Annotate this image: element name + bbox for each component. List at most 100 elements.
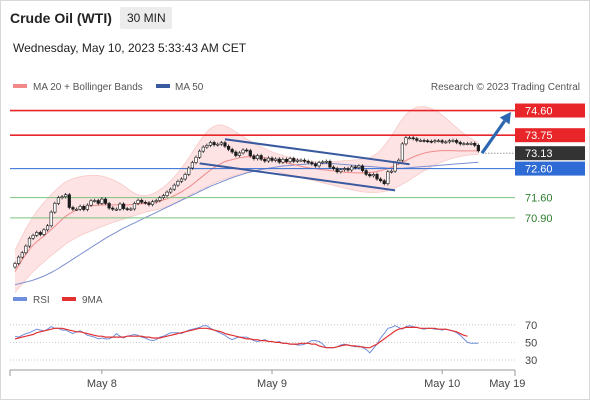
candle-body bbox=[223, 142, 227, 147]
candle-body bbox=[140, 199, 144, 203]
candle bbox=[259, 153, 263, 162]
candle-body bbox=[440, 140, 444, 143]
channel-lower-line bbox=[199, 162, 396, 192]
rsi-tick-label: 30 bbox=[525, 355, 537, 367]
candle bbox=[122, 202, 126, 211]
candle bbox=[154, 198, 158, 204]
candle-body bbox=[165, 191, 169, 196]
candle-body bbox=[42, 229, 46, 235]
candle bbox=[310, 160, 314, 166]
candle-body bbox=[219, 142, 223, 145]
candle-body bbox=[353, 166, 357, 169]
candle bbox=[386, 170, 390, 186]
candle-body bbox=[172, 184, 176, 190]
pivot-level-label: 72.60 bbox=[525, 164, 553, 176]
candle-body bbox=[93, 200, 97, 202]
candle bbox=[306, 159, 310, 165]
candle-body bbox=[447, 140, 452, 143]
candle-body bbox=[161, 195, 166, 198]
projection-arrow bbox=[480, 111, 511, 155]
candle-body bbox=[96, 200, 100, 204]
candle bbox=[350, 165, 354, 172]
ma20-legend-swatch bbox=[13, 84, 27, 88]
candle-body bbox=[386, 171, 390, 184]
candle bbox=[147, 201, 151, 207]
candle-body bbox=[404, 137, 408, 145]
candle bbox=[42, 228, 46, 237]
candle-body bbox=[407, 137, 412, 140]
candle bbox=[150, 199, 155, 207]
credit-text: Research © 2023 Trading Central bbox=[431, 82, 580, 93]
candle bbox=[187, 166, 191, 177]
candle bbox=[473, 141, 477, 148]
candle-body bbox=[154, 200, 158, 202]
candle-body bbox=[277, 158, 281, 163]
candle bbox=[324, 159, 328, 164]
candle bbox=[198, 149, 202, 159]
candle bbox=[404, 136, 408, 146]
candle bbox=[295, 158, 299, 164]
candle bbox=[93, 198, 97, 203]
candle bbox=[411, 136, 415, 141]
candle-body bbox=[13, 263, 17, 268]
rsi-legend-swatch bbox=[13, 297, 27, 301]
candle bbox=[440, 138, 444, 144]
candle bbox=[161, 193, 166, 200]
candle bbox=[458, 140, 462, 146]
candle bbox=[407, 136, 412, 140]
candle bbox=[179, 177, 184, 184]
candle bbox=[245, 148, 249, 153]
candle-body bbox=[241, 149, 245, 154]
candle bbox=[169, 187, 173, 194]
candle-body bbox=[35, 232, 39, 236]
candle-body bbox=[433, 140, 437, 143]
candle-body bbox=[284, 158, 289, 162]
bollinger-band-area bbox=[15, 106, 479, 293]
resistance-level-badge bbox=[515, 103, 585, 118]
rsi-ma-line bbox=[14, 326, 468, 349]
candle-body bbox=[288, 158, 292, 162]
candle-body bbox=[20, 252, 24, 258]
candle-body bbox=[143, 201, 147, 204]
candle bbox=[158, 195, 162, 203]
candle bbox=[353, 165, 357, 170]
candle-body bbox=[255, 155, 260, 160]
candle bbox=[389, 169, 394, 174]
candle-body bbox=[389, 170, 394, 173]
time-axis-label: May 19 bbox=[489, 378, 525, 390]
candle bbox=[415, 136, 419, 143]
candle-body bbox=[263, 158, 267, 162]
candle-body bbox=[473, 143, 477, 146]
candle-body bbox=[89, 200, 93, 206]
candle bbox=[360, 164, 365, 173]
candle bbox=[49, 210, 53, 228]
candle bbox=[266, 156, 271, 163]
time-axis-label: May 10 bbox=[424, 378, 460, 390]
candle bbox=[346, 166, 350, 172]
candle-body bbox=[24, 245, 28, 254]
candle bbox=[111, 206, 115, 211]
candle-body bbox=[132, 203, 137, 210]
candle-body bbox=[122, 203, 126, 209]
support-level-label: 71.60 bbox=[525, 193, 553, 205]
candle-body bbox=[212, 142, 216, 146]
candle-body bbox=[248, 150, 252, 157]
candle bbox=[216, 142, 220, 147]
timeframe-badge[interactable]: 30 MIN bbox=[120, 7, 172, 29]
candle-body bbox=[230, 149, 234, 153]
candle bbox=[165, 190, 169, 198]
candle-body bbox=[67, 194, 71, 208]
candle-body bbox=[147, 202, 151, 205]
candle bbox=[190, 160, 194, 170]
candle bbox=[382, 179, 386, 186]
rsi-panel: 70 50 30 bbox=[10, 320, 537, 367]
candle bbox=[444, 140, 448, 144]
top-legend: MA 20 + Bollinger Bands MA 50 Research ©… bbox=[13, 82, 580, 93]
candle bbox=[107, 201, 111, 210]
candle-body bbox=[150, 201, 155, 205]
candle bbox=[342, 166, 347, 172]
candle-body bbox=[208, 142, 213, 146]
candle bbox=[172, 183, 176, 191]
candle bbox=[129, 207, 133, 211]
candle bbox=[368, 172, 372, 178]
